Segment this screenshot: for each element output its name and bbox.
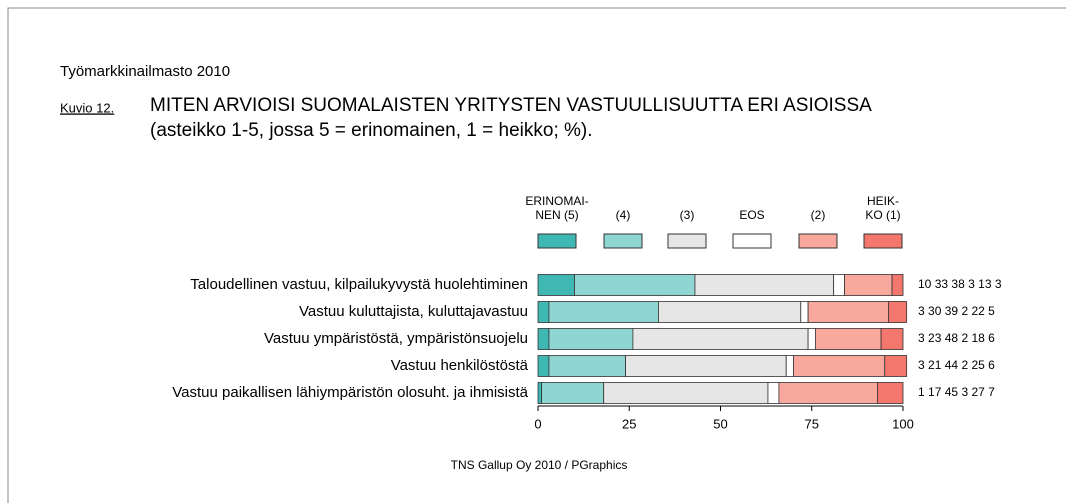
bar-segment: [541, 382, 605, 404]
bar-segment: [548, 328, 634, 350]
bar-segment: [891, 274, 904, 296]
value-label: 22: [971, 304, 985, 318]
value-label: 39: [945, 304, 959, 318]
bar-segment: [574, 274, 696, 296]
frame: [7, 7, 1066, 503]
value-label: 23: [928, 331, 942, 345]
value-label: 17: [928, 385, 942, 399]
chart-subtitle: (asteikko 1-5, jossa 5 = erinomainen, 1 …: [150, 120, 593, 141]
header: Työmarkkinailmasto 2010: [60, 63, 230, 80]
chart-title: MITEN ARVIOISI SUOMALAISTEN YRITYSTEN VA…: [150, 95, 872, 116]
value-label: 3: [995, 277, 1002, 291]
legend-swatch: [603, 233, 643, 249]
bar-segment: [537, 274, 575, 296]
bar-segment: [658, 301, 802, 323]
value-labels: 3 21 44 2 25 6: [918, 358, 995, 372]
bar-segment: [785, 355, 794, 377]
value-label: 13: [978, 277, 992, 291]
value-label: 3: [918, 358, 925, 372]
value-labels: 3 30 39 2 22 5: [918, 304, 995, 318]
category-label: Taloudellinen vastuu, kilpailukyvystä hu…: [190, 276, 528, 293]
legend-label: EOS: [739, 208, 765, 222]
value-label: 30: [928, 304, 942, 318]
bar-segment: [877, 382, 904, 404]
value-label: 6: [988, 358, 995, 372]
value-label: 33: [935, 277, 949, 291]
x-tick-label: 50: [713, 416, 727, 431]
legend-label: ERINOMAI- NEN (5): [525, 194, 589, 222]
legend-label: (4): [615, 208, 631, 222]
bar-segment: [844, 274, 893, 296]
value-label: 7: [988, 385, 995, 399]
category-label: Vastuu paikallisen lähiympäristön olosuh…: [172, 384, 528, 401]
value-label: 2: [961, 331, 968, 345]
legend-swatch: [667, 233, 707, 249]
bar-segment: [807, 301, 889, 323]
x-tick-label: 25: [622, 416, 636, 431]
bar-segment: [548, 301, 659, 323]
source: TNS Gallup Oy 2010 / PGraphics: [451, 458, 628, 472]
value-label: 2: [961, 304, 968, 318]
value-label: 3: [918, 304, 925, 318]
bar-segment: [767, 382, 780, 404]
value-label: 3: [968, 277, 975, 291]
legend-label: (2): [810, 208, 826, 222]
bar-segment: [880, 328, 904, 350]
bar-segment: [778, 382, 878, 404]
bar-segment: [537, 355, 550, 377]
bar-segment: [548, 355, 627, 377]
bar-segment: [537, 301, 550, 323]
value-label: 48: [945, 331, 959, 345]
bar-segment: [807, 328, 816, 350]
bar-segment: [694, 274, 835, 296]
value-label: 21: [928, 358, 942, 372]
bar-segment: [800, 301, 809, 323]
category-label: Vastuu ympäristöstä, ympäristönsuojelu: [264, 330, 528, 347]
bar-segment: [888, 301, 908, 323]
value-label: 25: [971, 358, 985, 372]
x-tick-label: 75: [805, 416, 819, 431]
category-label: Vastuu kuluttajista, kuluttajavastuu: [299, 303, 528, 320]
legend-swatch: [798, 233, 838, 249]
x-tick-label: 100: [892, 416, 914, 431]
x-tick-label: 0: [534, 416, 541, 431]
legend-label: HEIK- KO (1): [865, 194, 901, 222]
bar-segment: [625, 355, 787, 377]
legend-label: (3): [679, 208, 695, 222]
value-label: 27: [971, 385, 985, 399]
legend-swatch: [863, 233, 903, 249]
value-label: 45: [945, 385, 959, 399]
legend-swatch: [732, 233, 772, 249]
legend-swatch: [537, 233, 577, 249]
value-label: 18: [971, 331, 985, 345]
value-label: 44: [945, 358, 959, 372]
value-label: 2: [961, 358, 968, 372]
bar-segment: [833, 274, 846, 296]
value-label: 5: [988, 304, 995, 318]
value-label: 3: [961, 385, 968, 399]
value-label: 1: [918, 385, 925, 399]
value-labels: 1 17 45 3 27 7: [918, 385, 995, 399]
figure-label: Kuvio 12.: [60, 100, 114, 115]
value-label: 6: [988, 331, 995, 345]
bar-segment: [884, 355, 908, 377]
value-label: 38: [951, 277, 965, 291]
bar-segment: [537, 382, 543, 404]
value-label: 3: [918, 331, 925, 345]
bar-segment: [632, 328, 809, 350]
bar-segment: [793, 355, 886, 377]
value-labels: 10 33 38 3 13 3: [918, 277, 1002, 291]
value-label: 10: [918, 277, 932, 291]
category-label: Vastuu henkilöstöstä: [391, 357, 529, 374]
bar-segment: [537, 328, 550, 350]
bar-segment: [815, 328, 882, 350]
value-labels: 3 23 48 2 18 6: [918, 331, 995, 345]
bar-segment: [603, 382, 769, 404]
